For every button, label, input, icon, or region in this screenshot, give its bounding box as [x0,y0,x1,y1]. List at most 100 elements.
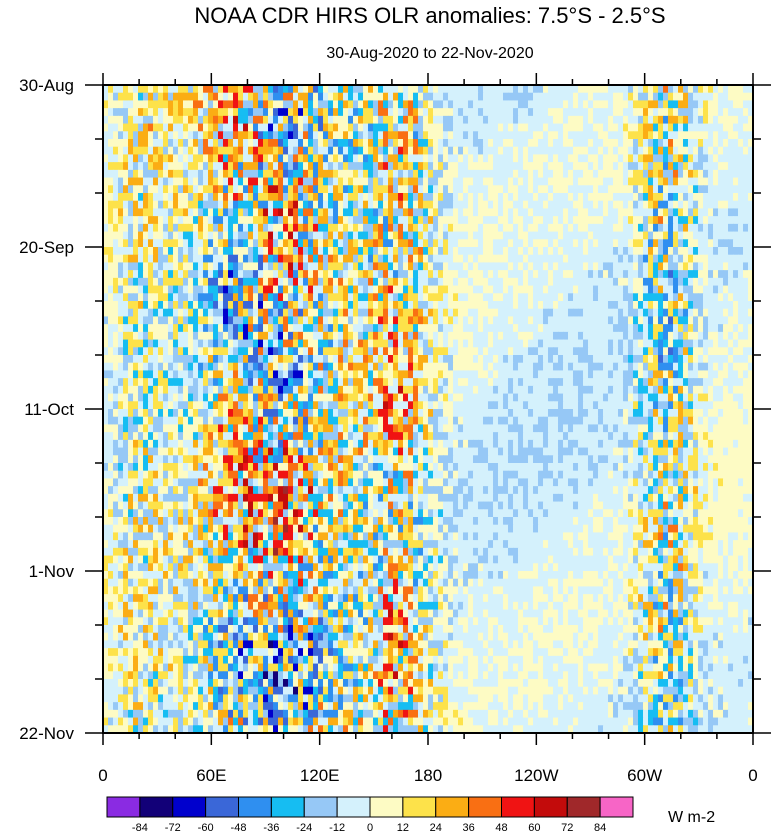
heatmap-cell [263,200,269,210]
heatmap-cell [258,378,264,387]
heatmap-cell [548,200,554,210]
heatmap-cell [578,85,584,94]
heatmap-cell [538,301,544,310]
heatmap-cell [283,247,289,256]
heatmap-cell [218,254,224,264]
heatmap-cell [328,139,334,148]
heatmap-cell [433,339,439,348]
heatmap-cell [583,231,589,240]
heatmap-cell [638,355,644,364]
heatmap-cell [533,216,539,225]
heatmap-cell [268,200,274,210]
heatmap-cell [573,146,579,156]
heatmap-cell [523,316,529,325]
heatmap-cell [333,100,339,109]
heatmap-cell [618,146,624,156]
heatmap-cell [663,262,669,271]
heatmap-cell [168,331,174,341]
heatmap-cell [128,370,134,379]
heatmap-cell [493,301,499,310]
heatmap-cell [738,362,744,372]
heatmap-cell [403,347,409,356]
heatmap-cell [533,169,539,179]
heatmap-cell [688,254,694,264]
heatmap-cell [473,270,479,279]
heatmap-cell [728,193,734,202]
heatmap-cell [553,200,559,210]
heatmap-cell [253,185,259,194]
heatmap-cell [258,247,264,256]
heatmap-cell [238,308,244,318]
heatmap-cell [108,223,114,233]
heatmap-cell [633,216,639,225]
heatmap-cell [273,293,279,302]
heatmap-cell [458,162,464,171]
heatmap-cell [238,100,244,109]
heatmap-cell [268,370,274,379]
heatmap-cell [188,162,194,171]
heatmap-cell [663,123,669,132]
heatmap-cell [343,123,349,132]
heatmap-cell [268,331,274,341]
heatmap-cell [298,378,304,387]
heatmap-cell [563,208,569,217]
heatmap-cell [518,277,524,287]
heatmap-cell [343,193,349,202]
heatmap-cell [418,285,424,294]
heatmap-cell [558,139,564,148]
heatmap-cell [728,208,734,217]
heatmap-cell [463,247,469,256]
heatmap-cell [643,339,649,348]
heatmap-cell [743,331,749,341]
heatmap-cell [438,177,444,186]
heatmap-cell [153,200,159,210]
heatmap-cell [168,200,174,210]
heatmap-cell [358,193,364,202]
heatmap-cell [543,331,549,341]
heatmap-cell [178,355,184,364]
heatmap-cell [678,92,684,102]
heatmap-cell [543,216,549,225]
heatmap-cell [618,347,624,356]
heatmap-cell [178,146,184,156]
heatmap-cell [653,285,659,294]
heatmap-cell [193,146,199,156]
heatmap-cell [188,370,194,379]
heatmap-cell [723,139,729,148]
heatmap-cell [128,154,134,163]
heatmap-cell [383,193,389,202]
heatmap-cell [283,177,289,186]
heatmap-cell [683,92,689,102]
heatmap-cell [738,277,744,287]
heatmap-cell [673,247,679,256]
heatmap-cell [213,131,219,140]
heatmap-cell [528,169,534,179]
heatmap-cell [213,139,219,148]
heatmap-cell [143,293,149,302]
heatmap-cell [663,146,669,156]
heatmap-cell [353,270,359,279]
heatmap-cell [113,177,119,186]
heatmap-cell [118,347,124,356]
heatmap-cell [158,239,164,248]
heatmap-cell [588,139,594,148]
heatmap-cell [653,123,659,132]
heatmap-cell [738,85,744,94]
heatmap-cell [523,339,529,348]
heatmap-cell [718,100,724,109]
heatmap-cell [308,193,314,202]
heatmap-cell [583,185,589,194]
heatmap-cell [238,146,244,156]
heatmap-cell [428,285,434,294]
heatmap-cell [198,139,204,148]
heatmap-cell [393,100,399,109]
heatmap-cell [248,362,254,372]
heatmap-cell [593,308,599,318]
heatmap-cell [733,301,739,310]
heatmap-cell [288,85,294,94]
heatmap-cell [198,362,204,372]
heatmap-cell [618,293,624,302]
heatmap-cell [143,362,149,372]
heatmap-cell [338,285,344,294]
heatmap-cell [598,370,604,379]
